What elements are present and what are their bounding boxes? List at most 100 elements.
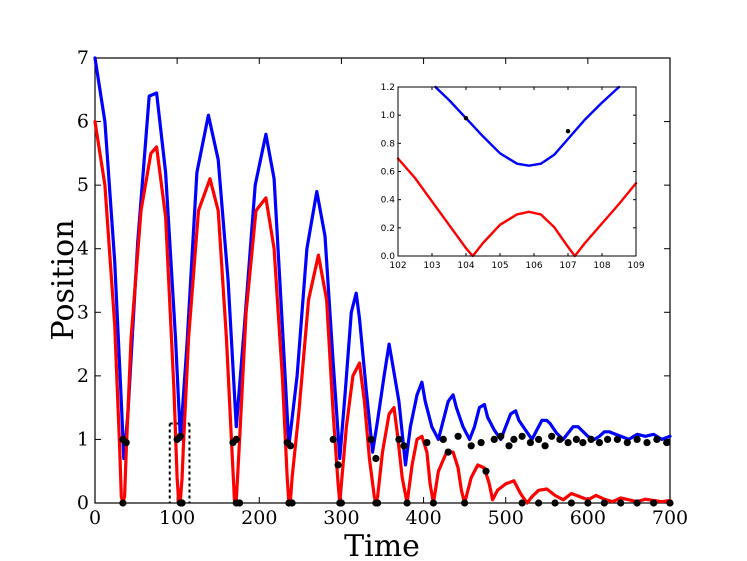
y-axis-label: Position [46,219,81,340]
main-x-tick-label: 200 [241,507,277,529]
main-marker-point [505,442,513,450]
main-marker-point [236,499,244,507]
main-marker-point [535,499,543,507]
main-y-tick-label: 2 [77,365,89,387]
main-y-tick-label: 0 [77,492,89,514]
main-x-tick-label: 400 [405,507,441,529]
main-marker-point [653,435,661,443]
main-marker-point [372,454,380,463]
main-tick-labels: 0 100 200 300 400 500 600 700 0 1 2 3 4 5 6 7 [77,47,688,529]
main-marker-point [535,435,543,443]
inset-x-tick-label: 102 [389,261,406,271]
main-marker-point [572,435,581,443]
inset-x-tick-label: 103 [423,261,440,271]
main-marker-point [643,439,651,447]
main-marker-point [178,499,186,507]
inset-x-tick-label: 107 [559,261,576,271]
inset-x-tick-label: 104 [457,261,474,271]
main-marker-point [526,439,535,447]
main-marker-point [584,499,592,507]
main-marker-group [119,432,674,507]
inset-x-tick-label: 106 [525,261,542,271]
main-marker-point [604,435,612,443]
main-marker-point [482,467,490,475]
main-marker-point [617,499,625,507]
inset-y-tick-label: 0.0 [381,252,396,262]
inset-y-tick-label: 1.0 [381,111,396,121]
inset-x-tick-label: 105 [491,261,508,271]
main-marker-point [613,435,622,443]
main-marker-point [541,442,549,450]
zoom-region-box [168,422,191,503]
main-marker-point [510,435,518,443]
main-y-tick-label: 6 [77,111,89,133]
main-y-tick-label: 7 [77,47,89,69]
main-x-tick-label: 700 [652,507,688,529]
main-y-tick-label: 1 [77,428,89,450]
main-marker-point [551,499,559,507]
inset-ticks [397,86,637,257]
main-y-tick-label: 4 [77,238,89,260]
main-marker-point [429,499,437,507]
main-marker-point [119,499,127,507]
main-marker-point [556,435,564,443]
main-marker-point [477,439,485,447]
inset-y-tick-label: 0.2 [381,224,395,234]
main-marker-point [288,499,296,507]
main-marker-point [334,461,342,469]
main-series-line-2 [93,120,672,505]
main-marker-point [374,499,382,507]
inset-y-tick-label: 0.8 [381,139,396,149]
inset-marker-group [463,116,571,134]
main-marker-point [367,435,375,443]
inset-y-tick-label: 0.4 [381,196,396,206]
main-x-tick-label: 300 [323,507,359,529]
inset-series-line-2 [396,157,638,258]
main-marker-point [400,442,408,450]
main-marker-point [623,439,631,447]
main-series-line-1 [93,56,672,467]
inset-marker-point [565,129,571,134]
main-y-tick-label: 3 [77,301,89,323]
main-marker-point [329,435,337,443]
main-x-tick-label: 100 [159,507,195,529]
main-marker-point [439,435,447,443]
main-marker-point [567,499,576,507]
main-marker-point [600,499,608,507]
main-marker-point [337,499,345,507]
main-marker-point [461,499,469,507]
inset-marker-point [463,116,469,121]
main-marker-point [232,435,240,443]
main-marker-point [497,432,505,440]
main-marker-point [650,499,658,507]
main-x-tick-label: 0 [89,507,101,529]
main-marker-point [595,439,604,447]
inset-y-tick-label: 1.2 [381,83,395,93]
main-marker-point [122,439,130,447]
main-marker-point [633,499,641,507]
main-marker-point [176,432,184,440]
main-marker-point [518,432,526,440]
main-marker-point [663,439,671,447]
main-x-tick-label: 500 [488,507,524,529]
main-marker-point [490,435,498,443]
main-marker-point [286,442,295,450]
main-marker-point [467,442,475,450]
inset-x-tick-label: 108 [593,261,610,271]
main-plot-frame [94,57,671,504]
main-x-tick-label: 600 [570,507,606,529]
main-marker-point [564,439,572,447]
inset-y-tick-label: 0.6 [381,168,396,178]
main-series-group [93,56,672,505]
inset-tick-labels: 102 103 104 105 106 107 108 109 0.0 0.2 0.4 0.6 0.8 1… [381,83,645,271]
main-marker-point [633,435,641,443]
main-marker-point [666,499,674,507]
main-y-tick-label: 5 [77,174,89,196]
main-marker-point [423,439,431,447]
inset-plot-background [398,87,636,256]
main-marker-point [403,499,411,507]
inset-x-tick-label: 109 [627,261,644,271]
main-marker-point [454,432,462,440]
main-marker-point [548,432,556,440]
